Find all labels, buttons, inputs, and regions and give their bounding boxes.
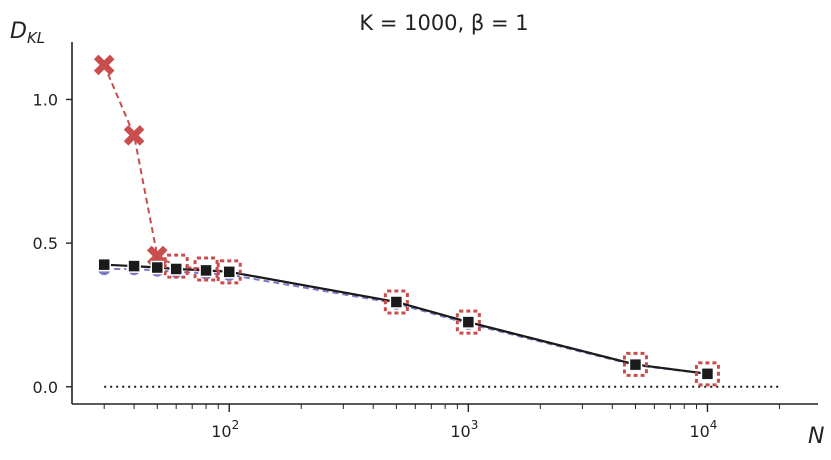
- x-axis: 102 103 104 N: [72, 403, 824, 449]
- x-tick-label: 102: [211, 418, 239, 441]
- data-point-square: [199, 263, 213, 278]
- data-point-x: [383, 289, 409, 315]
- data-point-square: [127, 259, 141, 273]
- data-point-square: [97, 257, 111, 272]
- x-tick-label: 104: [689, 418, 717, 441]
- data-point-square: [150, 260, 165, 275]
- data-point-x: [123, 125, 145, 146]
- y-axis: 0.0 0.5 1.0 DKL: [10, 19, 73, 404]
- data-point-x: [193, 256, 219, 282]
- data-point-square: [461, 315, 476, 329]
- data-point-square: [389, 295, 404, 309]
- data-point-x: [163, 253, 189, 279]
- data-point-x: [216, 259, 242, 285]
- data-point-x: [694, 361, 720, 387]
- data-point-x: [93, 54, 115, 76]
- plot-area: [93, 54, 780, 388]
- data-point-square: [222, 265, 236, 279]
- y-axis-label: DKL: [10, 19, 45, 47]
- y-tick-label: 0.0: [33, 378, 58, 397]
- data-point-x: [622, 351, 648, 377]
- series-line-x: [103, 64, 708, 375]
- data-point-square: [169, 262, 183, 276]
- series-line-circle: [104, 268, 708, 375]
- y-tick-label: 1.0: [33, 90, 58, 109]
- chart-title: K = 1000, β = 1: [359, 11, 528, 35]
- x-axis-label: N: [808, 424, 824, 449]
- data-point-square: [628, 357, 643, 372]
- y-tick-label: 0.5: [33, 234, 58, 253]
- series-line-square: [104, 263, 708, 375]
- data-point-x: [455, 309, 481, 335]
- x-tick-label: 103: [450, 418, 478, 441]
- data-point-square: [700, 367, 715, 381]
